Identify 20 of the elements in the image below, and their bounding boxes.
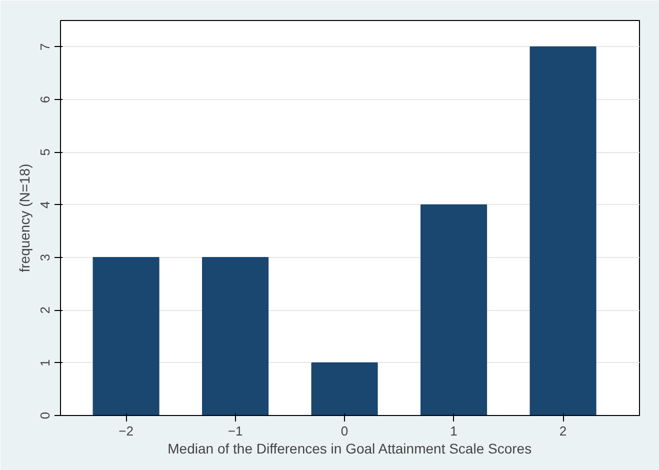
y-tick-label: 0 <box>38 412 52 420</box>
bar <box>530 46 596 416</box>
y-tick-label: 4 <box>38 201 52 208</box>
y-tick-label: 1 <box>38 359 52 366</box>
x-tick-label: 1 <box>450 424 458 438</box>
y-tick-label: 3 <box>38 254 52 262</box>
y-tick-label: 6 <box>38 96 52 104</box>
x-axis-title: Median of the Differences in Goal Attainment Scale Scores <box>168 440 532 456</box>
bar <box>420 204 488 416</box>
bar <box>92 257 160 416</box>
y-tick-label: 2 <box>38 306 52 314</box>
x-tick-label: −2 <box>118 424 134 438</box>
y-tick-label: 5 <box>38 148 52 156</box>
bar <box>311 362 378 416</box>
bar <box>202 257 269 416</box>
x-tick-label: −1 <box>228 424 243 438</box>
y-axis-title: frequency (N=18) <box>16 164 32 272</box>
x-tick-label: 2 <box>559 424 567 438</box>
x-tick-label: 0 <box>340 424 348 438</box>
y-tick-label: 7 <box>38 43 52 50</box>
